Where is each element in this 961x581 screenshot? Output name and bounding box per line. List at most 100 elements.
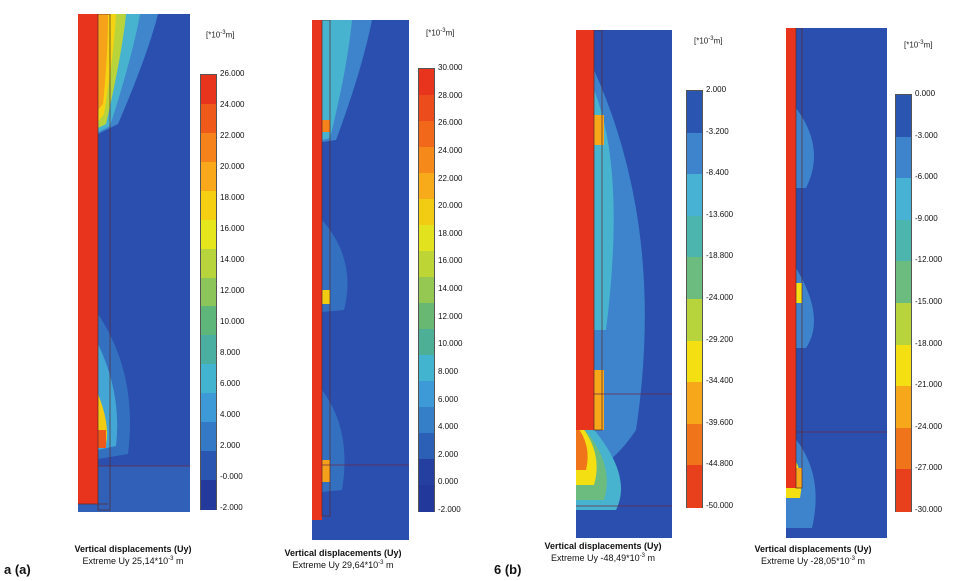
legend-tick-label: 18.000	[438, 228, 463, 238]
legend-swatch	[896, 427, 911, 471]
legend-swatch	[419, 225, 434, 252]
legend-tick-label: -3.200	[706, 126, 729, 136]
color-legend	[686, 90, 703, 508]
legend-swatch	[201, 103, 216, 134]
legend-tick-label: 4.000	[220, 410, 241, 419]
legend-tick-label: 28.000	[438, 90, 463, 100]
legend-tick-label: -50.000	[706, 501, 734, 510]
contour-plot-2	[312, 20, 409, 540]
plot-caption: Vertical displacements (Uy) Extreme Uy 2…	[268, 548, 418, 570]
legend-tick-label: 24.000	[220, 100, 245, 109]
legend-swatch	[896, 178, 911, 221]
legend-swatch	[896, 219, 911, 263]
legend-tick-label: 6.000	[438, 394, 459, 404]
legend-swatch	[896, 386, 911, 429]
legend-tick-label: -29.200	[706, 334, 734, 344]
legend-swatch	[419, 485, 434, 512]
legend-swatch	[201, 364, 216, 395]
caption-extreme: Extreme Uy 29,64*10-3 m	[292, 560, 394, 570]
unit-label: [*10-3m]	[694, 36, 723, 46]
legend-swatch	[687, 465, 702, 508]
legend-swatch	[419, 354, 434, 382]
legend-swatch	[201, 277, 216, 308]
legend-swatch	[201, 451, 216, 481]
legend-swatch	[419, 147, 434, 174]
color-legend	[200, 74, 217, 510]
legend-tick-label: -24.000	[706, 293, 734, 302]
legend-tick-label: -2.000	[220, 503, 243, 512]
legend-tick-label: -24.000	[915, 421, 943, 431]
contour-plot-4	[786, 28, 887, 538]
legend-swatch	[201, 335, 216, 366]
legend-tick-label: 2.000	[438, 449, 459, 459]
caption-extreme: Extreme Uy -28,05*10-3 m	[761, 556, 865, 566]
legend-swatch	[687, 215, 702, 259]
legend-swatch	[896, 469, 911, 512]
legend-tick-label: 24.000	[438, 145, 463, 155]
legend-swatch	[896, 136, 911, 180]
legend-tick-label: 10.000	[438, 339, 463, 349]
legend-swatch	[201, 248, 216, 279]
legend-tick-label: -27.000	[915, 463, 943, 473]
legend-swatch	[687, 132, 702, 176]
legend-tick-label: 0.000	[438, 477, 459, 487]
legend-swatch	[419, 329, 434, 356]
legend-swatch	[896, 261, 911, 304]
legend-tick-label: 22.000	[438, 173, 463, 183]
legend-swatch	[419, 407, 434, 434]
legend-swatch	[201, 161, 216, 192]
legend-tick-label: 20.000	[220, 162, 245, 171]
legend-swatch	[201, 190, 216, 221]
legend-swatch	[687, 340, 702, 384]
label-a: a (a)	[4, 562, 31, 577]
legend-tick-label: 6.000	[220, 379, 241, 388]
legend-tick-label: -34.400	[706, 376, 734, 386]
legend-tick-label: -8.400	[706, 168, 729, 178]
legend-swatch	[419, 173, 434, 200]
caption-title: Vertical displacements (Uy)	[74, 544, 192, 554]
legend-swatch	[419, 199, 434, 226]
caption-title: Vertical displacements (Uy)	[284, 548, 402, 558]
contour-plot-1	[78, 14, 190, 512]
legend-tick-label: 12.000	[438, 311, 463, 321]
legend-tick-label: -3.000	[915, 130, 938, 140]
legend-tick-label: -12.000	[915, 255, 943, 265]
legend-swatch	[201, 480, 216, 510]
legend-swatch	[687, 423, 702, 467]
legend-tick-label: 4.000	[438, 422, 459, 432]
legend-tick-label: 18.000	[220, 193, 245, 202]
legend-swatch	[201, 75, 216, 105]
plot-caption: Vertical displacements (Uy) Extreme Uy 2…	[58, 544, 208, 566]
legend-tick-label: -44.800	[706, 459, 734, 469]
legend-swatch	[687, 382, 702, 425]
unit-label: [*10-3m]	[206, 30, 235, 40]
legend-tick-label: 14.000	[438, 284, 463, 293]
legend-tick-label: -39.600	[706, 417, 734, 427]
legend-swatch	[419, 303, 434, 330]
legend-tick-label: 8.000	[438, 366, 459, 376]
legend-swatch	[419, 381, 434, 408]
legend-swatch	[201, 306, 216, 337]
legend-swatch	[687, 91, 702, 134]
legend-swatch	[896, 95, 911, 138]
legend-swatch	[687, 299, 702, 342]
legend-swatch	[419, 95, 434, 122]
legend-tick-label: 0.000	[915, 89, 936, 98]
contour-plot-3	[576, 30, 672, 538]
label-b: 6 (b)	[494, 562, 522, 577]
legend-tick-label: -6.000	[915, 172, 938, 182]
legend-swatch	[419, 121, 434, 148]
legend-tick-label: 14.000	[220, 255, 245, 264]
color-legend	[895, 94, 912, 512]
caption-extreme: Extreme Uy 25,14*10-3 m	[82, 556, 184, 566]
legend-tick-label: -15.000	[915, 297, 943, 306]
legend-tick-label: -2.000	[438, 505, 461, 514]
legend-swatch	[896, 303, 911, 346]
unit-label: [*10-3m]	[904, 40, 933, 50]
caption-extreme: Extreme Uy -48,49*10-3 m	[551, 553, 655, 563]
legend-tick-label: -21.000	[915, 380, 943, 390]
legend-swatch	[419, 277, 434, 304]
unit-label: [*10-3m]	[426, 28, 455, 38]
legend-tick-label: 30.000	[438, 63, 463, 72]
legend-tick-label: -18.800	[706, 251, 734, 261]
